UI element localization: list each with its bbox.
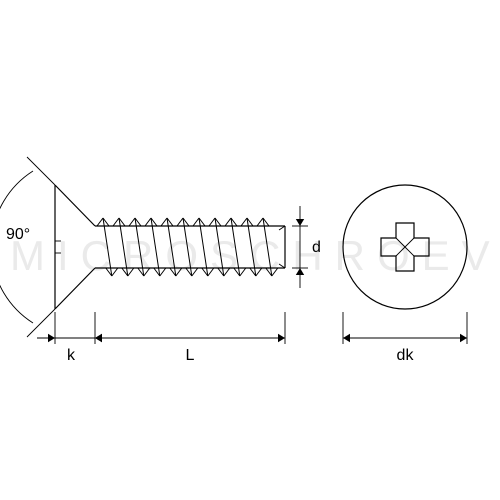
k-label: k bbox=[67, 347, 76, 364]
dk-label: dk bbox=[397, 347, 415, 364]
screw-diagram: MICROSCHROEVEN90°kLddk bbox=[0, 0, 500, 500]
L-label: L bbox=[186, 347, 195, 364]
angle-label: 90° bbox=[6, 226, 30, 243]
d-label: d bbox=[312, 239, 321, 256]
